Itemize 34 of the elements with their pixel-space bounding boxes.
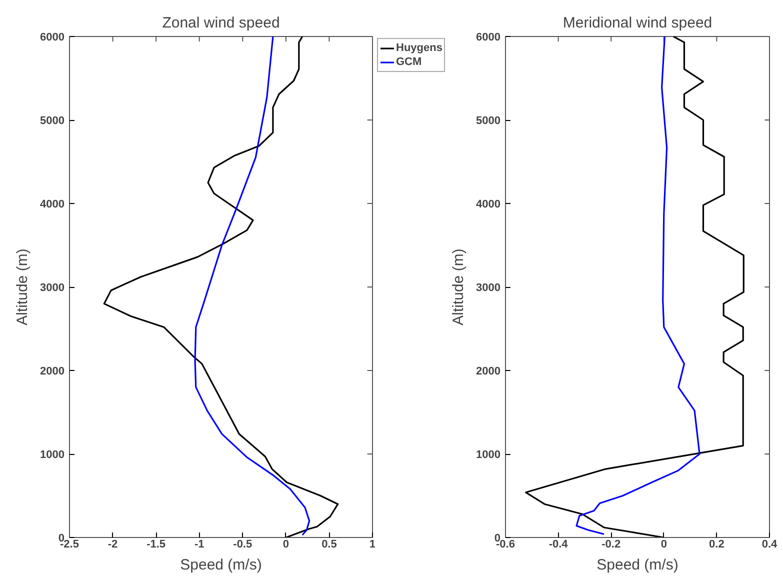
y-axis-title: Altitude (m) [14,248,32,326]
y-tick-label: 5000 [476,115,501,127]
y-axis-title: Altitude (m) [450,248,468,326]
y-tick-label: 3000 [40,282,65,294]
y-tick-label: 4000 [40,198,65,210]
y-tick-label: 6000 [476,32,501,44]
x-axis-title: Speed (m/s) [596,556,678,574]
y-tick-label: 1000 [40,449,65,461]
x-tick-label: -0.2 [602,538,621,550]
y-tick-label: 2000 [476,366,501,378]
x-axis-title: Speed (m/s) [180,556,262,574]
y-tick-label: 3000 [476,282,501,294]
x-tick-label: 0.2 [709,538,724,550]
x-tick-label: -0.5 [233,538,252,550]
y-tick-label: 4000 [476,198,501,210]
x-tick-label: 0.4 [762,538,778,550]
x-tick-label: -0.4 [548,538,569,550]
line-series [194,36,310,536]
legend-label: Huygens [396,41,442,55]
x-tick-label: 0 [660,538,667,550]
x-tick-label: 1 [369,538,376,550]
y-tick-label: 2000 [40,366,65,378]
chart-title: Zonal wind speed [162,14,280,32]
y-tick-label: 6000 [40,32,65,44]
line-series [576,36,700,535]
legend-label: GCM [396,55,422,69]
y-tick-label: 5000 [40,115,65,127]
x-tick-label: 0.5 [322,538,337,550]
y-tick-label: 1000 [476,449,501,461]
x-tick-label: -1.5 [146,538,166,550]
chart-title: Meridional wind speed [562,14,712,32]
x-tick-label: -2 [108,538,118,550]
x-tick-label: 0 [282,538,289,550]
x-tick-label: -1 [194,538,204,550]
